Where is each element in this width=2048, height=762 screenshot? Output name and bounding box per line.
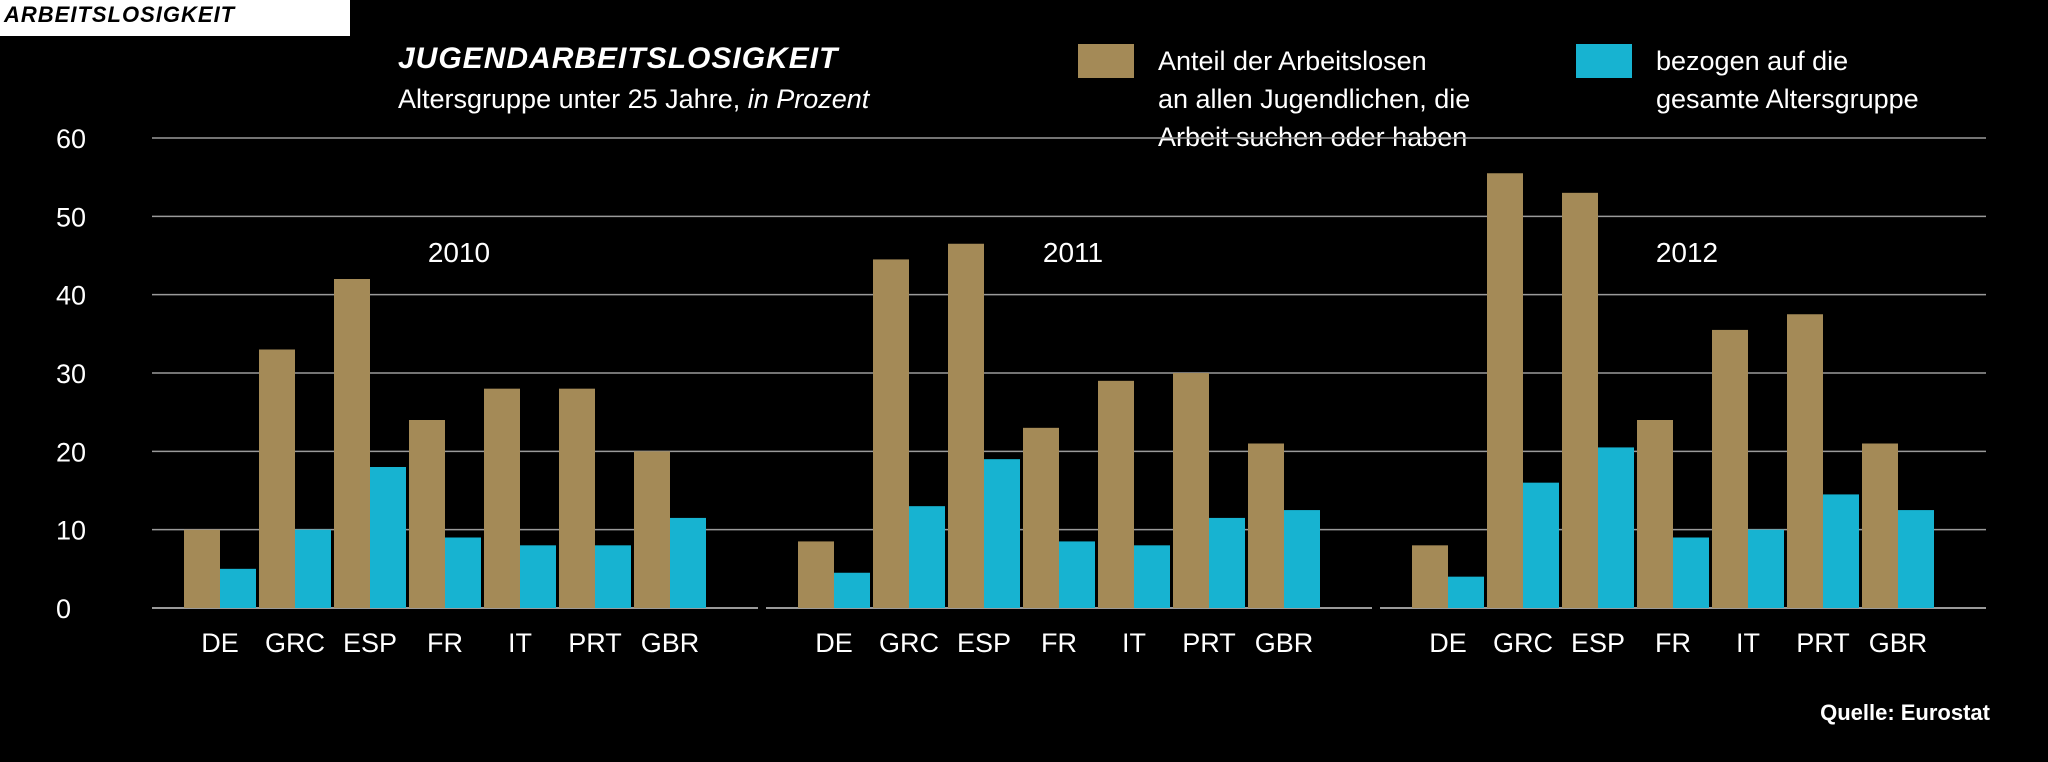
legend-text-share: Anteil der Arbeitslosen an allen Jugendl… (1158, 42, 1470, 156)
source-note: Quelle: Eurostat (1820, 700, 1990, 725)
bar-share (948, 243, 984, 608)
bar-total (520, 545, 556, 608)
x-tick-label: IT (1122, 628, 1146, 658)
x-tick-label: ESP (1571, 628, 1625, 658)
legend-share-line: Anteil der Arbeitslosen (1158, 46, 1427, 76)
bar-share (409, 420, 445, 608)
bar-total (1748, 529, 1784, 608)
x-tick-label: PRT (568, 628, 622, 658)
x-tick-label: DE (201, 628, 239, 658)
bar-share (1862, 443, 1898, 608)
subtitle-main: Altersgruppe unter 25 Jahre, (398, 84, 748, 114)
legend-total-line: bezogen auf die (1656, 46, 1849, 76)
bar-total (1898, 510, 1934, 608)
x-tick-label: DE (1429, 628, 1467, 658)
x-tick-label: IT (508, 628, 532, 658)
bar-total (445, 537, 481, 608)
bar-total (670, 517, 706, 608)
section-tag: ARBEITSLOSIGKEIT (0, 0, 350, 36)
subtitle-unit: in Prozent (747, 84, 870, 114)
x-tick-label: ESP (343, 628, 397, 658)
bar-share (559, 388, 595, 608)
bar-share (1248, 443, 1284, 608)
chart-title: JUGENDARBEITSLOSIGKEIT (398, 42, 839, 75)
chart-subtitle: Altersgruppe unter 25 Jahre, in Prozent (398, 84, 869, 115)
x-tick-label: PRT (1796, 628, 1850, 658)
bar-total (1598, 447, 1634, 608)
y-tick-label: 60 (56, 124, 86, 154)
bar-share (798, 541, 834, 608)
bar-share (634, 451, 670, 608)
bar-share (1412, 545, 1448, 608)
year-label: 2011 (1043, 237, 1103, 268)
bar-share (1098, 380, 1134, 608)
legend-share-line: an allen Jugendlichen, die (1158, 84, 1471, 114)
x-tick-label: FR (1655, 628, 1691, 658)
y-tick-label: 50 (56, 202, 86, 232)
y-tick-label: 10 (56, 516, 86, 546)
bar-total (595, 545, 631, 608)
bar-total (834, 572, 870, 608)
x-tick-label: GRC (879, 628, 939, 658)
bar-share (1712, 329, 1748, 608)
bar-share (484, 388, 520, 608)
bar-total (1523, 482, 1559, 608)
legend-swatch-total (1576, 44, 1632, 78)
bar-total (1059, 541, 1095, 608)
bar-share (184, 529, 220, 608)
bar-total (984, 459, 1020, 608)
x-tick-label: GBR (641, 628, 700, 658)
x-tick-label: DE (815, 628, 853, 658)
x-tick-label: GBR (1255, 628, 1314, 658)
bar-total (220, 568, 256, 608)
bar-share (259, 349, 295, 608)
x-tick-label: ESP (957, 628, 1011, 658)
x-tick-label: FR (1041, 628, 1077, 658)
bar-share (1637, 420, 1673, 608)
legend-share-line: Arbeit suchen oder haben (1158, 122, 1468, 152)
bar-share (1787, 314, 1823, 608)
year-label: 2010 (428, 237, 490, 268)
bar-share (1562, 192, 1598, 609)
x-tick-label: IT (1736, 628, 1760, 658)
bar-total (1673, 537, 1709, 608)
x-tick-label: GRC (1493, 628, 1553, 658)
bar-total (909, 506, 945, 608)
year-label: 2012 (1656, 237, 1718, 268)
y-tick-label: 30 (56, 359, 86, 389)
y-tick-label: 40 (56, 281, 86, 311)
x-tick-label: GBR (1869, 628, 1928, 658)
bar-share (1487, 173, 1523, 608)
legend-total-line: gesamte Altersgruppe (1656, 84, 1919, 114)
x-tick-label: FR (427, 628, 463, 658)
bar-share (1023, 427, 1059, 608)
y-tick-label: 20 (56, 437, 86, 467)
bar-total (1284, 510, 1320, 608)
section-tag-label: ARBEITSLOSIGKEIT (4, 2, 236, 27)
bar-total (1134, 545, 1170, 608)
y-tick-label: 0 (56, 594, 71, 624)
x-tick-label: GRC (265, 628, 325, 658)
bar-total (1823, 494, 1859, 608)
bar-total (295, 529, 331, 608)
x-tick-label: PRT (1182, 628, 1236, 658)
bar-total (370, 467, 406, 608)
bar-total (1209, 517, 1245, 608)
bar-total (1448, 576, 1484, 608)
bar-share (873, 259, 909, 608)
legend-text-total: bezogen auf die gesamte Altersgruppe (1656, 42, 1919, 118)
bar-share (334, 279, 370, 608)
legend-swatch-share (1078, 44, 1134, 78)
bar-share (1173, 373, 1209, 608)
